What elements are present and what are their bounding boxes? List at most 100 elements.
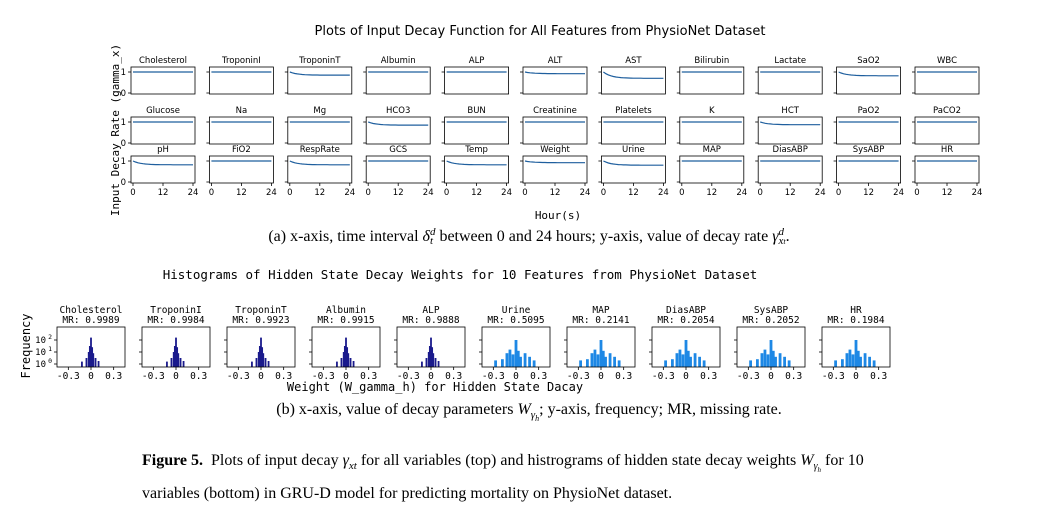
hist-panel-title: Cholesterol <box>60 305 123 316</box>
line-xtick-label: 24 <box>893 188 904 198</box>
hist-xtick-label: -0.3 <box>567 371 590 382</box>
line-panel-title: pH <box>157 145 169 155</box>
line-panel-frame <box>208 116 274 145</box>
hist-bar <box>596 354 600 367</box>
line-ytick-label: 0 <box>121 89 126 99</box>
hist-bar <box>340 358 343 367</box>
caption-b-gamma: γ <box>530 409 536 422</box>
hist-xtick-label: 0 <box>683 371 689 382</box>
line-panel: TroponinT <box>284 56 353 95</box>
line-xtick-label: 0 <box>601 188 606 198</box>
line-xtick-label: 12 <box>236 188 247 198</box>
hist-xtick-label: 0.3 <box>445 371 462 382</box>
hist-bar <box>427 352 430 367</box>
hist-bar <box>87 352 90 367</box>
hist-panel-title: HR <box>850 305 862 316</box>
hist-ytick-exponent: 1 <box>48 345 52 353</box>
decay-curve <box>760 121 821 126</box>
line-panel-frame <box>365 116 431 145</box>
hist-bar <box>604 356 607 367</box>
hist-bar <box>175 337 177 367</box>
line-panel-frame <box>601 66 666 95</box>
line-panel-title: GCS <box>389 145 407 155</box>
hist-xtick-label: 0 <box>428 371 434 382</box>
line-panel: Mg <box>284 106 353 145</box>
line-xtick-label: 24 <box>736 188 747 198</box>
figure-caption-text-3: for 10 <box>821 452 864 469</box>
figure-caption-line-2: variables (bottom) in GRU-D model for pr… <box>142 485 673 503</box>
line-panel-title: PaO2 <box>858 106 880 116</box>
line-panel-frame <box>208 155 274 184</box>
caption-b-h: h <box>535 414 540 424</box>
hist-bar <box>681 354 685 367</box>
hist-panel-mr: MR: 0.5095 <box>487 315 544 326</box>
line-panel-frame <box>365 66 431 95</box>
hist-bar <box>349 358 352 367</box>
line-panel: HCT <box>755 106 823 145</box>
line-panel: Weight 0 12 24 <box>520 145 590 198</box>
line-panel: Bilirubin <box>676 56 745 95</box>
hist-bar <box>508 349 512 367</box>
hist-bar <box>177 353 180 367</box>
decay-curve <box>603 71 664 79</box>
figure-caption-gamma-sub: xt <box>348 460 357 473</box>
line-panel-frame <box>444 66 510 95</box>
hist-bar <box>176 347 179 367</box>
hist-xtick-label: -0.3 <box>312 371 335 382</box>
line-panel: Urine 0 12 24 <box>598 145 669 198</box>
line-panel-frame <box>522 116 588 145</box>
line-panel: DiasABP 0 12 24 <box>755 145 826 198</box>
line-panel-frame <box>679 116 745 145</box>
caption-b-W: W <box>517 401 531 418</box>
line-panel-frame <box>444 116 510 145</box>
hist-bar <box>854 340 858 367</box>
line-panel-title: Albumin <box>381 56 416 66</box>
line-xtick-label: 0 <box>914 188 919 198</box>
line-panel: Temp 0 12 24 <box>441 145 512 198</box>
figure-caption: Figure 5. Plots of input decay γxt for a… <box>142 449 1022 505</box>
hist-bar <box>848 349 852 367</box>
line-panel-frame <box>914 116 980 145</box>
hist-bar <box>352 361 355 367</box>
line-panel-title: DiasABP <box>773 145 808 155</box>
hist-xtick-label: -0.3 <box>737 371 760 382</box>
hist-bar <box>579 360 582 367</box>
line-ytick-label: 1 <box>121 118 126 128</box>
line-panel: PaCO2 <box>912 106 980 145</box>
hist-panel-title: Urine <box>502 305 531 316</box>
decay-curve <box>132 160 193 166</box>
line-panel-title: Mg <box>313 106 326 116</box>
hist-bar <box>675 353 679 367</box>
hist-bar <box>97 361 100 367</box>
hist-bar <box>91 347 94 367</box>
line-panel: MAP 0 12 24 <box>676 145 747 198</box>
line-panel-frame <box>208 66 274 95</box>
figure-caption-W: W <box>800 452 814 469</box>
line-panel: TroponinI <box>206 56 274 95</box>
line-panel: Cholesterol 0 1 <box>121 56 196 99</box>
hist-bar <box>251 361 253 367</box>
hist-xtick-label: 0.3 <box>190 371 207 382</box>
hist-bar <box>845 353 849 367</box>
hist-xtick-label: 0 <box>853 371 859 382</box>
line-panel: PaO2 <box>833 106 901 145</box>
caption-a-delta-sub: t <box>429 235 434 248</box>
hist-bar <box>671 359 674 367</box>
caption-a-delta: δ <box>422 228 430 245</box>
line-panel-frame <box>444 155 510 184</box>
line-panel: Na <box>206 106 274 145</box>
line-panel: HR 0 12 24 <box>912 145 982 198</box>
hist-ytick-exponent: 0 <box>48 357 52 365</box>
line-panel-frame <box>914 155 980 184</box>
line-xtick-label: 0 <box>444 188 449 198</box>
line-panel-frame <box>365 155 431 184</box>
hist-ytick-label: 10 <box>35 336 46 346</box>
hist-bar <box>81 361 83 367</box>
